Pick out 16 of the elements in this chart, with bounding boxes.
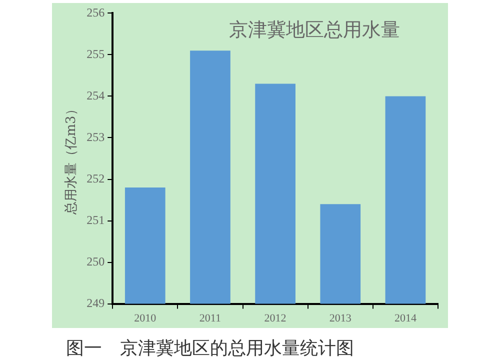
- x-tick-label: 2014: [394, 312, 417, 324]
- y-tick-label: 254: [86, 88, 105, 102]
- chart-title: 京津冀地区总用水量: [228, 19, 400, 42]
- y-tick-label: 256: [86, 5, 105, 20]
- y-tick-label: 252: [86, 171, 105, 186]
- y-tick-label: 255: [86, 46, 105, 61]
- y-tick-label: 251: [86, 212, 105, 227]
- y-tick-label: 253: [86, 130, 105, 144]
- y-tick-label: 249: [86, 296, 105, 310]
- y-axis-title: 总用水量（亿m3）: [64, 102, 80, 216]
- x-tick-label: 2012: [264, 312, 286, 324]
- text: 图一 京津冀地区的总用水量统计图: [66, 337, 354, 360]
- x-tick-label: 2010: [134, 312, 157, 324]
- y-tick-label: 250: [86, 254, 105, 268]
- x-tick-label: 2011: [199, 312, 222, 324]
- x-tick-label: 2013: [329, 312, 352, 324]
